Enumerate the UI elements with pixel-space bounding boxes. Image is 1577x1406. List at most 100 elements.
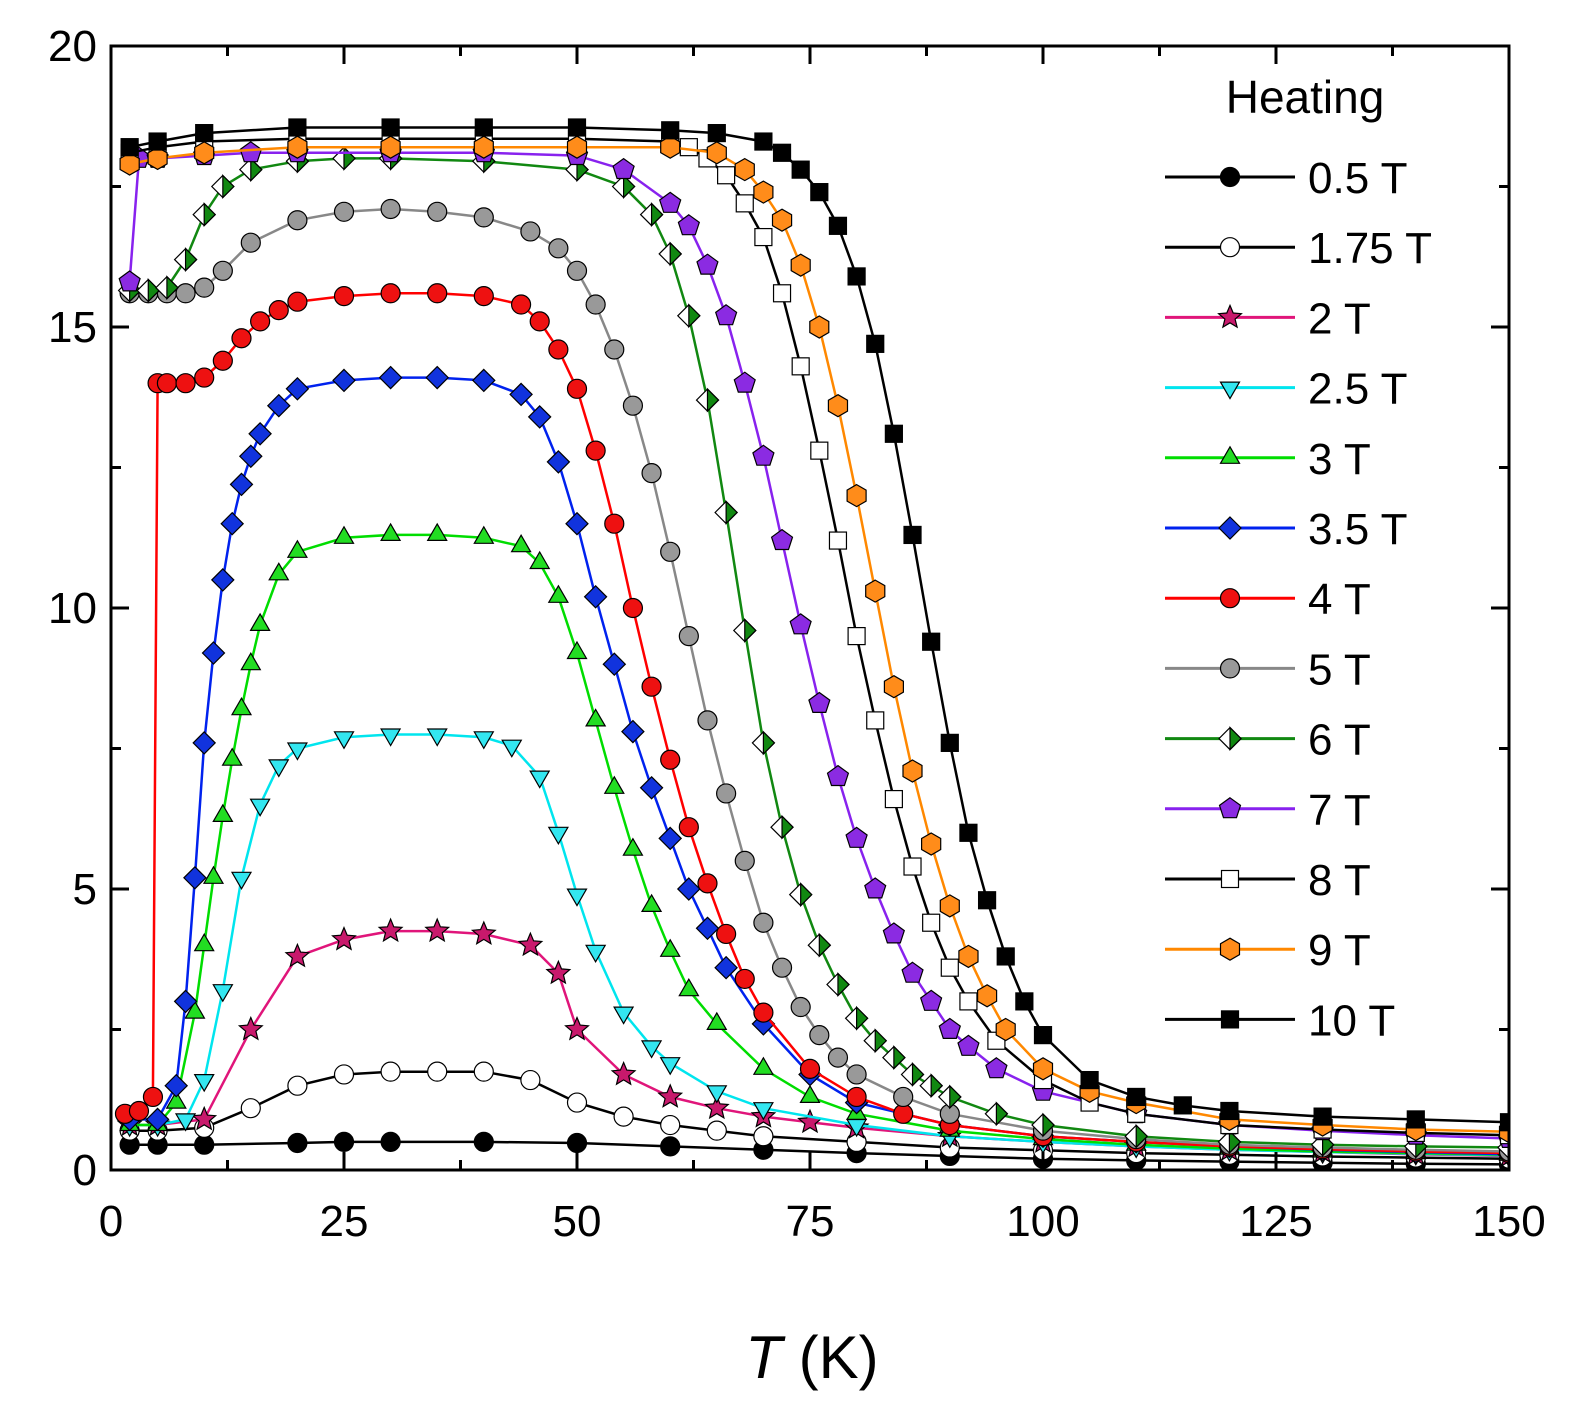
data-point	[735, 194, 754, 213]
data-point	[565, 511, 589, 536]
data-point	[156, 373, 178, 394]
data-point	[846, 1064, 867, 1085]
data-point	[754, 227, 773, 247]
data-point	[1406, 1110, 1425, 1129]
data-point	[799, 1084, 821, 1104]
data-point	[501, 739, 523, 758]
data-point	[583, 584, 608, 609]
data-point	[1220, 1101, 1239, 1121]
data-point	[473, 1061, 494, 1082]
data-point	[610, 1060, 637, 1086]
x-tick-label: 0	[99, 1197, 123, 1246]
data-point	[1127, 1087, 1146, 1107]
data-point	[771, 208, 793, 232]
data-point	[659, 1057, 681, 1076]
data-point	[826, 764, 850, 787]
data-point	[238, 157, 263, 183]
data-point	[284, 942, 311, 968]
data-point	[660, 1136, 681, 1157]
data-point	[751, 730, 776, 756]
data-point	[427, 283, 448, 304]
data-point	[164, 1073, 189, 1098]
data-point	[230, 871, 253, 891]
data-point	[697, 873, 718, 894]
data-point	[706, 1011, 728, 1031]
x-tick-label: 50	[553, 1197, 602, 1246]
data-point	[641, 676, 662, 697]
data-point	[866, 711, 885, 730]
data-point	[527, 405, 552, 429]
data-point	[237, 1015, 264, 1041]
legend-label: 8 T	[1308, 856, 1371, 905]
x-axis-symbol: T	[745, 1324, 786, 1391]
data-point	[752, 444, 775, 466]
y-tick-label: 5	[73, 865, 97, 914]
legend-label: 4 T	[1308, 575, 1371, 624]
data-point	[733, 371, 756, 393]
data-point	[977, 891, 997, 910]
data-point	[210, 568, 235, 592]
data-point	[332, 368, 356, 393]
data-point	[901, 961, 924, 983]
data-point	[193, 932, 215, 952]
data-point	[287, 210, 308, 231]
data-point	[221, 747, 243, 766]
x-axis-label: T (K)	[745, 1324, 878, 1391]
data-point	[660, 135, 681, 159]
legend-item-3-t: 3 T	[1165, 435, 1371, 484]
data-point	[381, 118, 400, 137]
data-point	[201, 641, 226, 665]
data-point	[287, 1075, 308, 1096]
data-point	[866, 334, 885, 353]
legend-label: 2.5 T	[1308, 365, 1407, 414]
x-tick-label: 100	[1006, 1197, 1079, 1246]
legend-item-0-5-t: 0.5 T	[1165, 154, 1407, 203]
data-point	[546, 450, 571, 474]
data-point	[770, 528, 794, 551]
data-point	[984, 1101, 1009, 1127]
data-point	[809, 315, 830, 339]
data-point	[1080, 1070, 1099, 1090]
series-line	[128, 151, 1509, 1140]
series-line	[129, 157, 1509, 1149]
data-point	[155, 275, 179, 301]
data-point	[191, 1105, 218, 1131]
series-line	[129, 1140, 1509, 1166]
data-point	[714, 304, 738, 326]
data-point	[883, 675, 905, 699]
data-point	[529, 311, 550, 332]
data-point	[287, 1132, 308, 1154]
data-point	[846, 483, 867, 508]
data-point	[175, 283, 196, 304]
data-point	[1217, 1129, 1242, 1155]
data-point	[333, 1131, 355, 1153]
data-point	[679, 138, 698, 157]
series-line	[129, 533, 1509, 1157]
data-point	[173, 247, 198, 273]
data-point	[706, 1120, 727, 1141]
data-point	[808, 691, 831, 714]
data-point	[678, 978, 700, 997]
legend-marker	[1220, 869, 1240, 889]
data-point	[380, 135, 401, 159]
data-point	[676, 303, 701, 329]
data-point	[287, 291, 308, 312]
data-point	[585, 944, 607, 963]
data-point	[212, 350, 233, 371]
data-point	[827, 394, 849, 418]
data-point	[791, 160, 810, 179]
data-point	[697, 710, 718, 731]
data-point	[789, 613, 812, 635]
x-axis-unit: (K)	[782, 1324, 879, 1391]
data-point	[470, 920, 497, 945]
data-point	[844, 1005, 869, 1031]
data-point	[753, 1002, 774, 1023]
data-point	[380, 522, 402, 542]
data-point	[959, 823, 978, 842]
data-point	[604, 513, 625, 534]
legend-item-7-t: 7 T	[1165, 786, 1371, 835]
data-point	[212, 984, 234, 1003]
data-point	[473, 525, 495, 544]
y-tick-label: 15	[48, 303, 97, 352]
